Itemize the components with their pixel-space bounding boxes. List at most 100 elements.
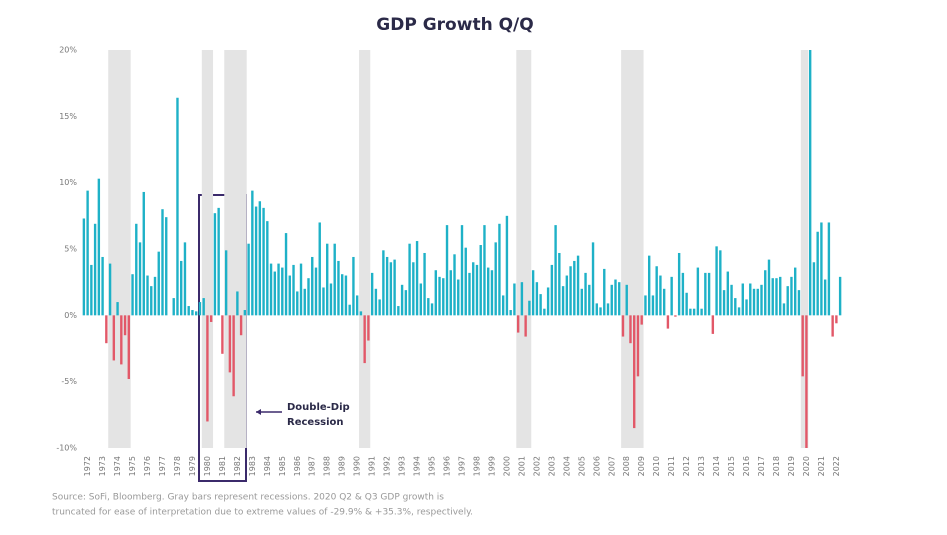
bar	[595, 303, 598, 316]
bar	[247, 243, 250, 316]
bar	[550, 264, 554, 316]
bar	[524, 315, 527, 337]
bar	[191, 310, 194, 316]
bar	[123, 315, 127, 336]
bar	[183, 242, 187, 316]
x-tick-label: 2017	[757, 456, 766, 476]
bar	[576, 255, 580, 316]
bar	[659, 275, 662, 316]
bar	[224, 250, 228, 316]
bar	[801, 315, 804, 377]
bar	[314, 267, 318, 316]
x-tick-label: 2000	[502, 456, 511, 476]
source-note: Source: SoFi, Bloomberg. Gray bars repre…	[52, 493, 444, 503]
bar	[561, 286, 565, 316]
bar	[520, 282, 524, 316]
bar	[618, 282, 621, 316]
bar	[146, 275, 149, 316]
bar	[625, 284, 628, 316]
bar	[415, 241, 419, 316]
bar	[131, 274, 134, 316]
bar	[479, 245, 482, 316]
bar	[333, 243, 336, 316]
bar	[292, 264, 295, 316]
bar	[116, 302, 119, 316]
bar	[112, 315, 116, 361]
bar	[681, 272, 685, 316]
bar	[752, 288, 756, 316]
bar	[827, 222, 831, 316]
bar	[176, 97, 179, 316]
bar	[501, 295, 505, 316]
bar	[296, 291, 299, 316]
x-tick-label: 1994	[413, 456, 422, 476]
bar	[262, 207, 265, 316]
bar	[449, 270, 452, 316]
bar	[213, 213, 217, 316]
bar	[771, 278, 774, 316]
bar	[269, 263, 273, 316]
bar	[352, 256, 355, 316]
bar	[161, 209, 164, 316]
bar	[823, 279, 827, 316]
bar	[232, 315, 235, 397]
bar	[558, 252, 561, 316]
bar	[82, 218, 86, 316]
bar	[516, 315, 520, 333]
bar	[794, 267, 797, 316]
x-tick-label: 1977	[158, 456, 167, 476]
bar	[370, 272, 374, 316]
bar	[438, 276, 441, 316]
bar	[696, 267, 700, 316]
bar	[640, 315, 643, 325]
y-tick-label: 5%	[64, 245, 77, 254]
bar	[427, 298, 430, 316]
bar	[606, 303, 610, 316]
bar	[531, 270, 535, 316]
x-tick-label: 2015	[727, 456, 736, 476]
bar	[329, 283, 333, 316]
bar	[730, 284, 733, 316]
bar	[254, 206, 258, 316]
x-tick-label: 1978	[173, 456, 182, 476]
x-tick-label: 1985	[278, 456, 287, 476]
bar	[509, 310, 512, 316]
x-tick-label: 2004	[562, 456, 571, 476]
bar	[831, 315, 834, 337]
x-tick-label: 2020	[802, 456, 811, 476]
bar	[528, 300, 531, 316]
bar	[767, 259, 771, 316]
bar	[385, 256, 389, 316]
y-tick-label: -5%	[61, 377, 77, 386]
bar	[404, 290, 408, 316]
bar	[797, 290, 801, 316]
x-tick-label: 2005	[577, 456, 586, 476]
bar	[101, 256, 104, 316]
recession-band	[108, 50, 131, 448]
bar	[722, 290, 726, 316]
bar	[266, 221, 269, 316]
bar	[93, 223, 97, 316]
bar	[805, 315, 808, 448]
x-tick-label: 1996	[443, 456, 452, 476]
bar	[236, 291, 239, 316]
bar	[423, 252, 426, 316]
x-tick-label: 2013	[697, 456, 706, 476]
bar	[326, 243, 329, 316]
bar	[165, 217, 168, 316]
bar	[838, 276, 842, 316]
bar	[539, 294, 542, 316]
chart-title: GDP Growth Q/Q	[376, 15, 533, 35]
bar	[153, 276, 157, 316]
recession-band	[800, 50, 809, 448]
bar	[344, 275, 348, 316]
bar	[745, 299, 748, 316]
x-tick-label: 2009	[637, 456, 646, 476]
bar	[651, 295, 655, 316]
x-tick-label: 1986	[293, 456, 302, 476]
bar	[655, 266, 658, 316]
bar	[311, 256, 314, 316]
bar	[468, 272, 471, 316]
bar	[150, 286, 153, 316]
